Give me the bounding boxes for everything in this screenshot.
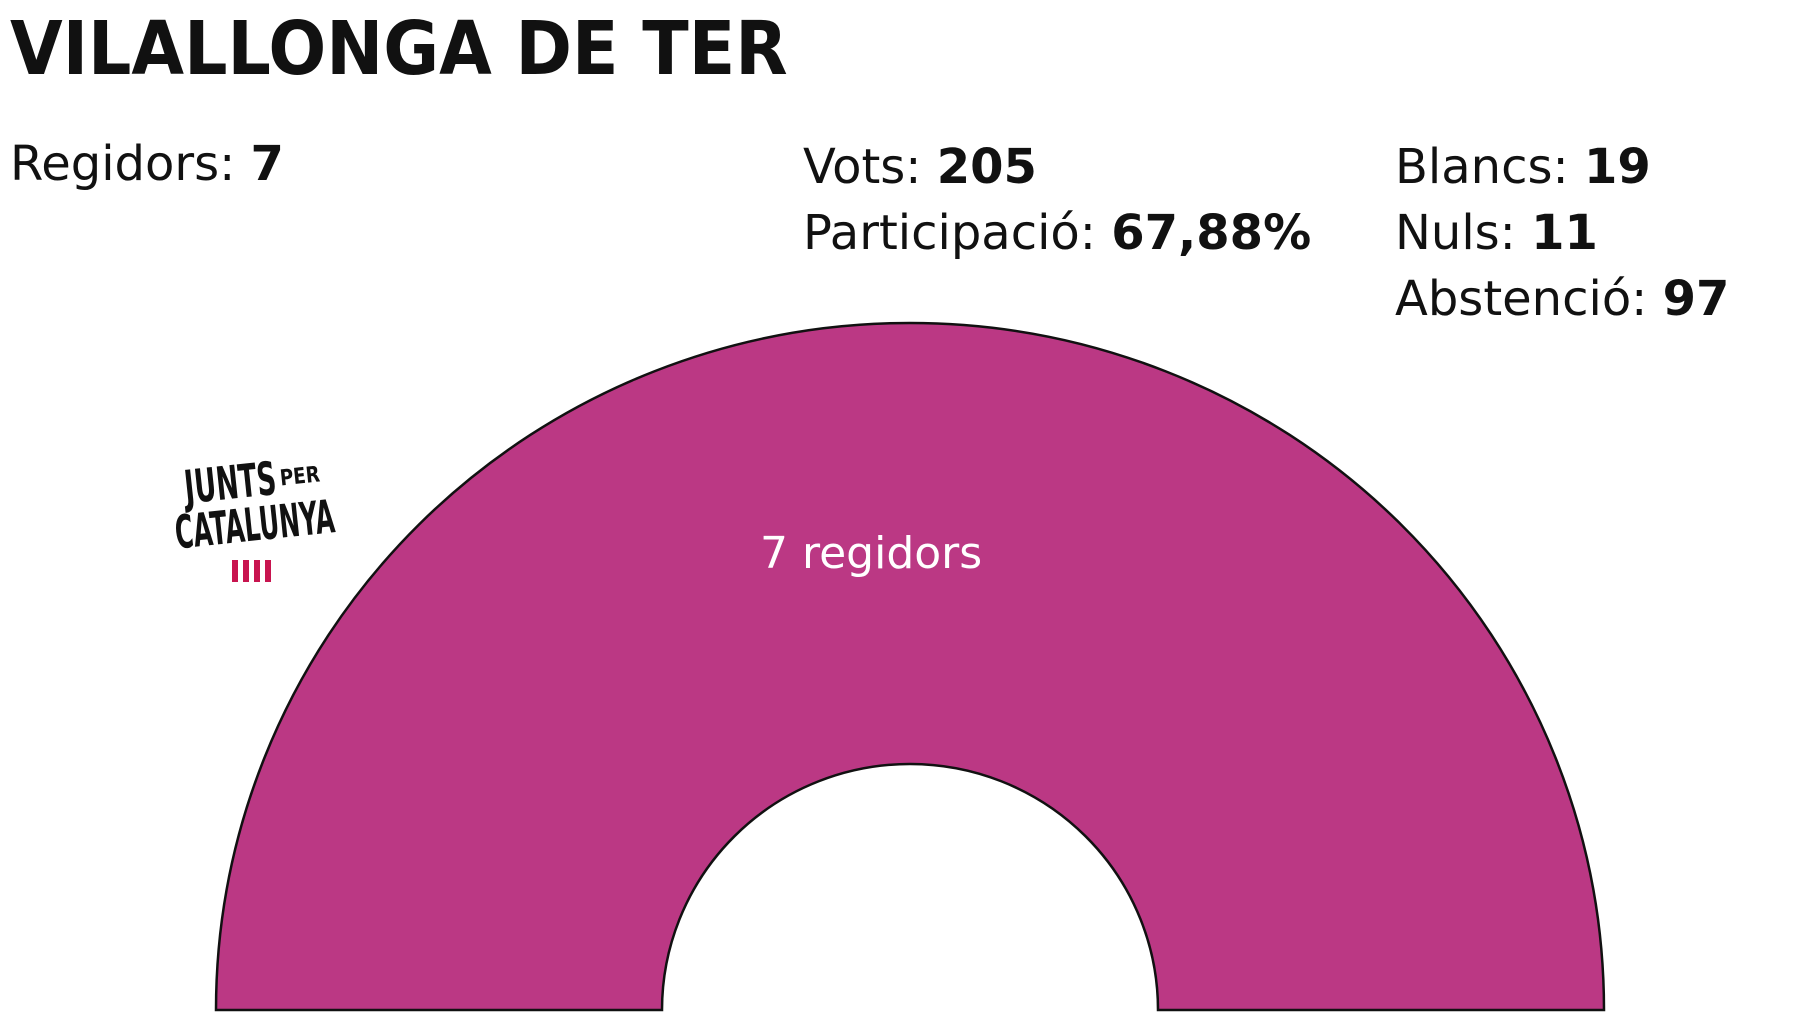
logo-text-per: PER [279, 462, 321, 491]
abstencio-value: 97 [1662, 271, 1730, 327]
vots-value: 205 [936, 139, 1037, 195]
blancs-value: 19 [1583, 139, 1651, 195]
page-title: VILALLONGA DE TER [10, 6, 788, 92]
logo-stripes-icon [232, 560, 271, 582]
nuls-value: 11 [1531, 205, 1598, 261]
logo-text-junts: JUNTS [180, 451, 279, 515]
stats-regidors: Regidors: 7 [10, 131, 284, 197]
participacio-label: Participació: [803, 205, 1112, 261]
junts-per-catalunya-logo: JUNTS PER CATALUNYA [172, 451, 337, 582]
nuls-label: Nuls: [1395, 205, 1532, 261]
abstencio-label: Abstenció: [1395, 271, 1663, 327]
regidors-label: Regidors: [10, 136, 251, 192]
participacio-value: 67,88% [1111, 205, 1312, 261]
seat-count-label: 7 regidors [760, 528, 983, 579]
stats-blank-null-abstention: Blancs: 19 Nuls: 11 Abstenció: 97 [1395, 134, 1729, 332]
stats-votes: Vots: 205 Participació: 67,88% [803, 134, 1311, 266]
seat-segment-junts [214, 321, 1606, 1012]
blancs-label: Blancs: [1395, 139, 1584, 195]
regidors-value: 7 [250, 136, 284, 192]
vots-label: Vots: [803, 139, 937, 195]
